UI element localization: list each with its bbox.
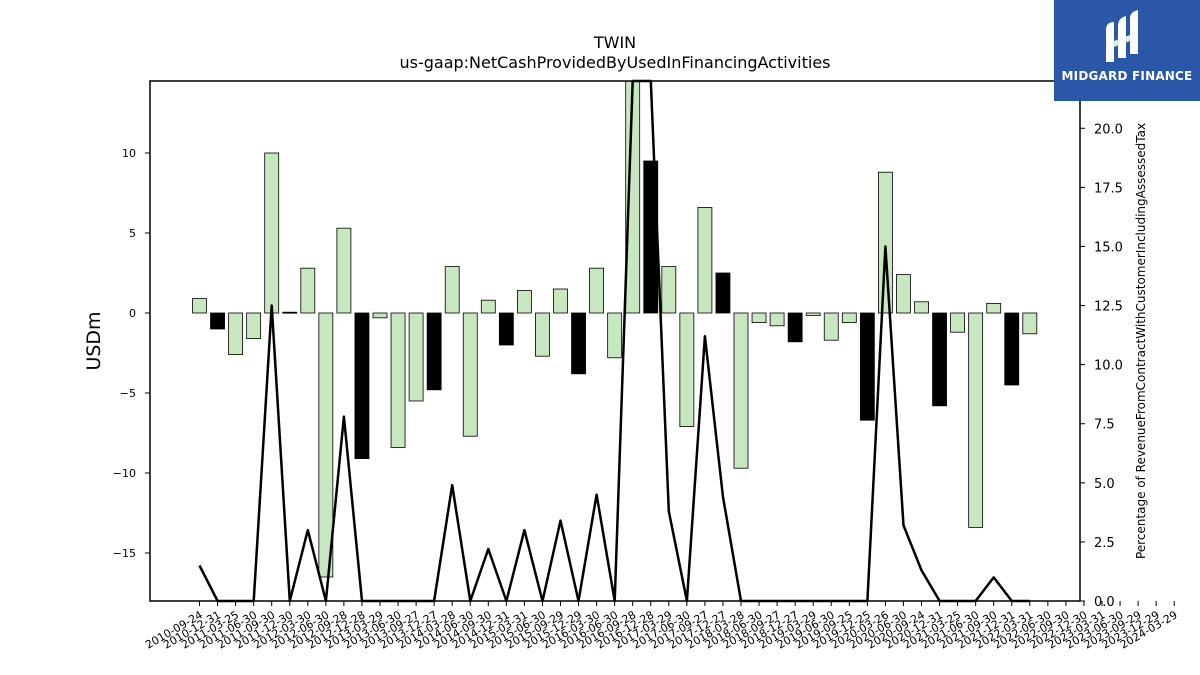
bar-group xyxy=(192,80,1038,578)
bar xyxy=(589,267,604,314)
bar xyxy=(571,312,586,375)
bar xyxy=(300,267,316,314)
bar xyxy=(228,312,244,355)
bar xyxy=(715,272,731,314)
y2-tick-label: 10.0 xyxy=(1094,359,1123,374)
bar xyxy=(859,312,875,421)
bar xyxy=(192,298,207,314)
y2-axis: 0.0 2.5 5.0 7.5 10.0 12.5 15.0 17.5 20.0 xyxy=(1080,122,1123,610)
bar xyxy=(480,299,496,314)
bar xyxy=(444,266,460,314)
bar xyxy=(246,312,262,340)
bar xyxy=(896,274,911,314)
bar xyxy=(462,312,478,437)
x-axis: 2010-09-242010-12-312011-03-252011-06-30… xyxy=(143,601,1180,652)
bar xyxy=(498,312,514,346)
bar xyxy=(841,312,857,324)
logo-text: MIDGARD FINANCE xyxy=(1061,69,1193,83)
bar xyxy=(914,301,929,314)
bar xyxy=(1022,312,1038,335)
y-tick-label: 10 xyxy=(122,147,136,160)
y2-tick-label: 15.0 xyxy=(1094,240,1123,255)
bar xyxy=(408,312,424,402)
y2-tick-label: 12.5 xyxy=(1094,300,1123,315)
y2-tick-label: 0.0 xyxy=(1094,595,1115,610)
bar xyxy=(390,312,406,448)
bar xyxy=(697,206,713,314)
bar xyxy=(426,312,442,391)
bar xyxy=(823,312,839,341)
bar xyxy=(986,302,1002,314)
bar xyxy=(733,312,749,469)
y2-tick-label: 7.5 xyxy=(1094,418,1115,433)
bar xyxy=(282,311,298,314)
bar xyxy=(535,312,550,357)
bar xyxy=(336,227,352,314)
bar xyxy=(751,312,767,324)
bar xyxy=(354,312,370,460)
y-tick-label: −10 xyxy=(113,467,136,480)
bar xyxy=(372,312,388,319)
bar xyxy=(878,171,893,314)
y-tick-label: 5 xyxy=(129,227,136,240)
bar xyxy=(769,312,785,327)
y-tick-label: 0 xyxy=(129,307,136,320)
bar xyxy=(553,288,568,314)
bar xyxy=(517,290,532,314)
bar xyxy=(968,312,984,528)
brand-logo: MIDGARD FINANCE xyxy=(1054,0,1200,101)
bar xyxy=(679,312,695,427)
y2-axis-label: Percentage of RevenueFromContractWithCus… xyxy=(1134,123,1148,559)
y2-tick-label: 5.0 xyxy=(1094,477,1115,492)
bar xyxy=(950,312,965,333)
bar xyxy=(787,312,803,343)
bar xyxy=(932,312,947,407)
chart-subtitle: us-gaap:NetCashProvidedByUsedInFinancing… xyxy=(399,53,830,72)
y2-tick-label: 20.0 xyxy=(1094,122,1123,137)
y-axis-label: USDm xyxy=(83,311,105,370)
bar xyxy=(1004,312,1020,386)
bar xyxy=(805,312,821,316)
y2-tick-label: 2.5 xyxy=(1094,536,1115,551)
bar xyxy=(607,312,623,359)
midgard-logo-icon xyxy=(1106,10,1138,62)
bar xyxy=(210,312,225,330)
y-axis: 10 5 0 −5 −10 −15 xyxy=(113,147,150,560)
bar xyxy=(264,152,280,314)
chart-title: TWIN xyxy=(593,33,636,52)
bar xyxy=(318,312,334,578)
y-tick-label: −15 xyxy=(113,547,136,560)
y-tick-label: −5 xyxy=(120,387,136,400)
y2-tick-label: 17.5 xyxy=(1094,181,1123,196)
bar xyxy=(661,266,677,314)
